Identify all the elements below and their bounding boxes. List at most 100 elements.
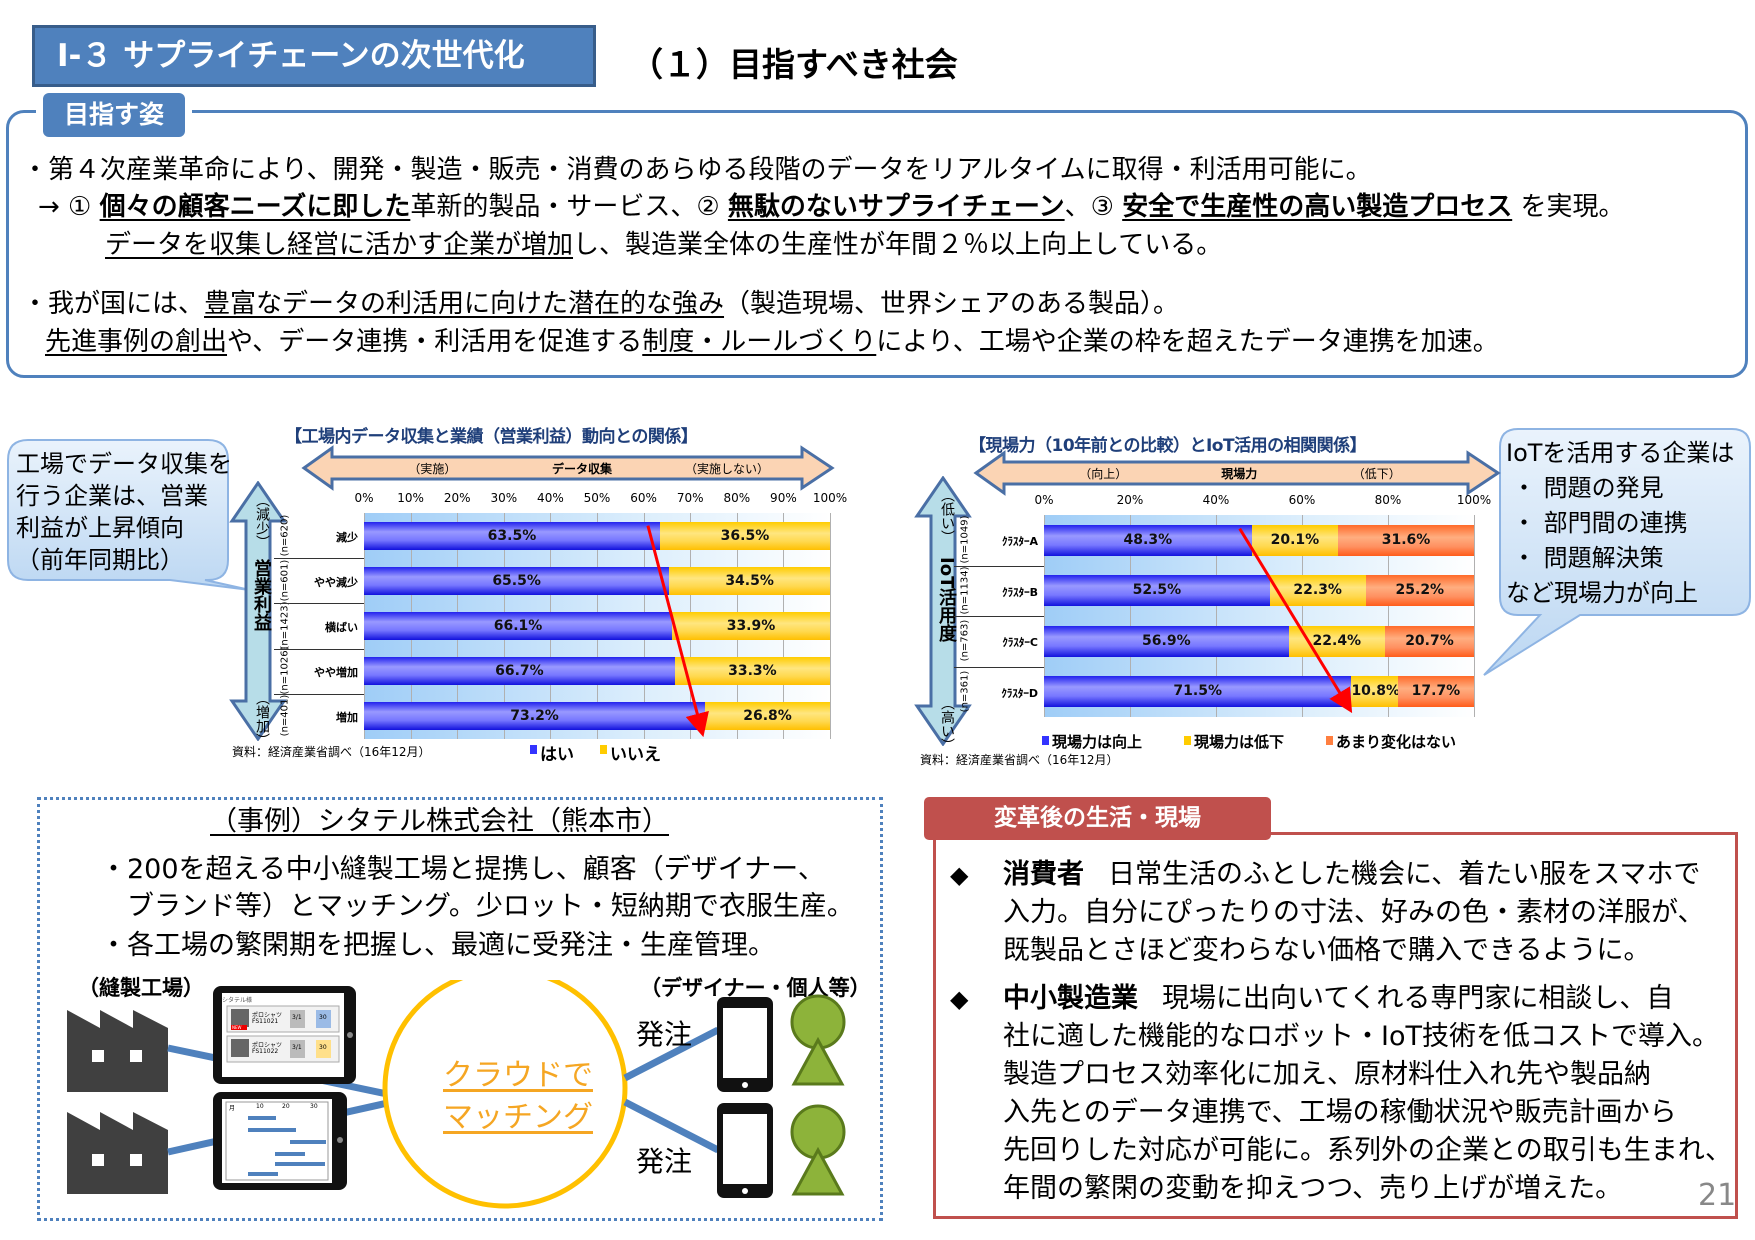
goal-text-segment: 先進事例の創出 [45,327,228,357]
x-tick-label: 30% [490,491,518,505]
schedule-col: 10 [256,1103,264,1110]
double-arrow-horizontal [301,445,835,491]
change-line: 社に適した機能的なロボット・IoT技術を低コストで導入。 [1003,1019,1719,1055]
bar-segment: 52.5% [1044,575,1270,607]
x-tick-label: 90% [770,491,797,505]
case-title: （事例）シタテル株式会社（熊本市） [210,806,669,837]
bar-segment: 17.7% [1397,676,1474,708]
bar-segment: 33.9% [672,611,830,640]
callout-line: 工場でデータ収集を [16,450,232,478]
x-tick-label: 10% [397,491,424,505]
goal-line: ・第４次産業革命により、開発・製造・販売・消費のあらゆる段階のデータをリアルタイ… [22,153,1372,187]
row-divider [274,693,364,695]
callout-line: ・ 部門間の連携 [1512,509,1688,537]
change-line-text: 日常生活のふとした機会に、着たい服をスマホで [1108,859,1701,890]
row-divider [954,666,1044,668]
smartphone-icon [717,997,773,1092]
callout-line: （前年同期比） [16,546,184,574]
callout-line: 利益が上昇傾向 [16,514,184,542]
bar-segment: 33.3% [674,657,830,686]
x-tick-label: 20% [1116,493,1144,507]
schedule-col: 20 [282,1103,290,1110]
goal-text-segment: 無駄のないサプライチェーン [727,192,1065,222]
goal-text-segment: → ① [38,192,100,222]
row-divider [954,616,1044,617]
row-divider [954,565,1044,567]
bar-segment: 66.7% [364,657,675,686]
trend-arrow [1238,527,1353,714]
left-callout-bubble [7,439,251,591]
n-label: (n=1423) [279,601,291,650]
row-divider [274,558,364,560]
plot-area: 63.5% 36.5% 65.5% 34.5% 66.1% 33.9% 66.7% 33.3%… [364,513,831,739]
gridline [1302,515,1303,717]
callout-line: ・ 問題の発見 [1512,474,1664,502]
tablet-qty: 30 [319,1044,327,1051]
arrow-label: （低下） [1352,467,1401,481]
x-tick-label: 100% [1456,493,1492,507]
tablet-item: ポロシャツ [252,1012,283,1019]
side-arrow-center: IoT活用度 [936,557,957,643]
gridline [1388,515,1389,717]
goal-line: 先進事例の創出や、データ連携・利活用を促進する制度・ルールづくりにより、工場や企… [45,325,1499,359]
bar-segment: 34.5% [669,566,830,595]
cloud-matching-text: クラウドで [443,1058,593,1093]
change-line: 年間の繁閑の変動を抑えつつ、売り上げが増えた。 [1003,1171,1622,1207]
double-arrow-vertical [229,481,287,741]
arrow-label: （実施しない） [685,462,770,476]
goal-text-segment: を実現。 [1512,192,1625,222]
double-arrow-vertical [914,476,972,746]
tablet-date: 3/1 [292,1014,302,1021]
change-item-head: 消費者 [1003,859,1084,890]
side-arrow-bottom: （高い） [939,696,955,752]
section-title: Ⅰ-３ サプライチェーンの次世代化 [32,25,596,87]
bar-segment: 31.6% [1338,524,1474,556]
chart-source: 資料：経済産業省調べ（16年12月） [232,745,431,759]
n-label: (n=1134) [959,566,971,615]
after-change-panel [933,832,1738,1219]
change-line-text: 製造プロセス効率化に加え、原材料仕入れ先や製品納 [1003,1059,1651,1090]
matching-illustration [67,980,846,1209]
page-subtitle: （１）目指すべき社会 [630,45,958,84]
goal-text-segment: 個々の顧客ニーズに即した [99,192,411,222]
change-item-head: 中小製造業 [1003,983,1138,1014]
tablet-code: FS11022 [252,1048,279,1055]
change-line-text: 入力。自分にぴったりの寸法、好みの色・素材の洋服が、 [1003,897,1705,928]
factory-icon [67,1010,168,1092]
smartphone-icon [717,1103,773,1198]
new-badge: NEW [232,1025,242,1030]
x-tick-label: 70% [676,491,704,505]
x-tick-label: 60% [1288,493,1316,507]
bullet-icon: ◆ [950,985,969,1013]
order-label: 発注 [636,1018,693,1051]
x-tick-label: 50% [583,491,611,505]
trend-arrow [646,525,709,738]
legend-swatch [530,745,537,754]
goal-line: ・我が国には、豊富なデータの利活用に向けた潜在的な強み（製造現場、世界シェアのあ… [22,287,1179,321]
change-line-text: 社に適した機能的なロボット・IoT技術を低コストで導入。 [1003,1021,1719,1052]
tablet-date: 3/1 [292,1044,302,1051]
goal-text-segment: ・我が国には、 [22,289,205,319]
callout-line: など現場力が向上 [1506,579,1698,607]
case-study-panel [37,797,883,1221]
tablet-schedule [213,1092,347,1190]
x-tick-label: 100% [812,491,848,505]
change-line: 消費者 日常生活のふとした機会に、着たい服をスマホで [1003,857,1700,893]
bar-segment: 25.2% [1365,575,1474,607]
change-line: 中小製造業 現場に出向いてくれる専門家に相談し、自 [1003,981,1673,1017]
arrow-label: 現場力 [1221,467,1258,481]
x-tick-label: 40% [1202,493,1230,507]
n-label: (n=1049) [959,515,971,564]
legend-label: 現場力は低下 [1194,733,1285,751]
row-label: 増加 [336,711,358,725]
bar-segment: 66.1% [364,611,673,640]
goal-text-segment: 豊富なデータの利活用に向けた潜在的な強み [204,289,725,319]
n-label: (n=620) [279,514,291,556]
bar-segment: 20.7% [1384,625,1474,657]
bar-segment: 48.3% [1044,524,1252,556]
bar-segment: 56.9% [1044,625,1289,657]
side-arrow-bottom: （増加） [254,691,270,747]
cloud-matching-text: マッチング [443,1100,593,1135]
n-label: (n=361) [959,670,971,713]
legend-label: いいえ [610,745,661,765]
